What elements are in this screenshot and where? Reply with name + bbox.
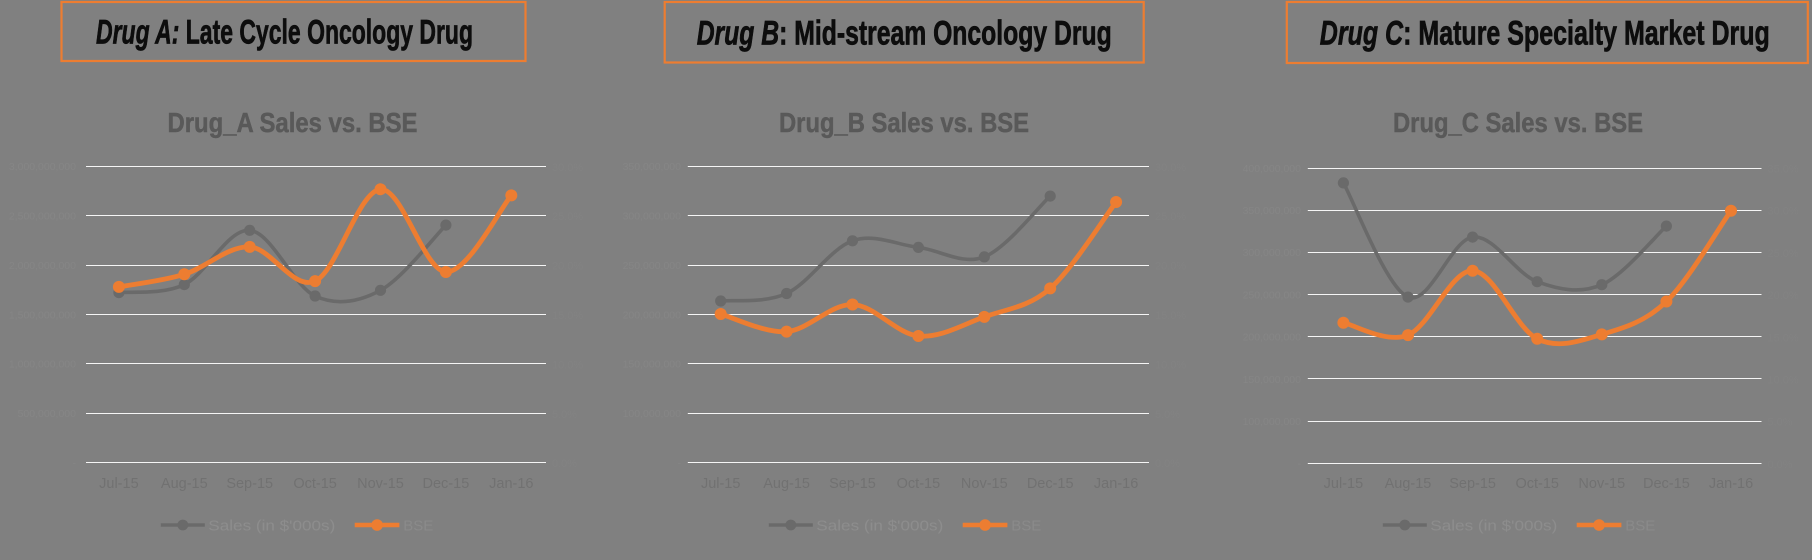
svg-text:Oct-15: Oct-15 [897,476,941,492]
svg-text:300,000,000: 300,000,000 [1243,247,1302,259]
svg-text:25.0%: 25.0% [1155,211,1186,223]
svg-text:-: - [1298,458,1302,470]
svg-text:15.0%: 15.0% [552,310,583,322]
svg-text:BSE: BSE [1011,518,1041,535]
svg-text:15.0%: 15.0% [1768,332,1799,344]
svg-text:10.0%: 10.0% [1155,359,1186,371]
svg-text:Nov-15: Nov-15 [961,476,1008,492]
svg-text:-: - [73,458,77,470]
svg-text:Aug-15: Aug-15 [1385,476,1432,492]
svg-text:35.0%: 35.0% [1768,164,1799,176]
svg-text:250,000,000: 250,000,000 [1243,289,1302,301]
svg-text:2,500,000,000: 2,500,000,000 [9,211,76,223]
svg-text:15.0%: 15.0% [1155,310,1186,322]
svg-text:5.0%: 5.0% [552,409,577,421]
svg-text:3,000,000,000: 3,000,000,000 [9,161,76,173]
svg-text:30.0%: 30.0% [552,162,583,174]
svg-text:500,000,000: 500,000,000 [18,408,77,420]
svg-text:Sales (in $'000s): Sales (in $'000s) [816,518,943,535]
svg-text:BSE: BSE [403,518,433,535]
svg-text:250,000,000: 250,000,000 [623,260,682,272]
svg-text:200,000,000: 200,000,000 [623,309,682,321]
svg-text:200,000,000: 200,000,000 [1243,332,1302,344]
svg-text:Drug_B Sales vs. BSE: Drug_B Sales vs. BSE [779,107,1029,138]
svg-text:Dec-15: Dec-15 [423,476,470,492]
svg-text:30.0%: 30.0% [1768,206,1799,218]
svg-text:150,000,000: 150,000,000 [1243,374,1302,386]
svg-text:20.0%: 20.0% [552,261,583,273]
svg-text:0.0%: 0.0% [1768,459,1793,471]
svg-text:Drug C: Mature Specialty Marke: Drug C: Mature Specialty Market Drug [1320,15,1770,53]
svg-text:Jan-16: Jan-16 [1709,476,1753,492]
svg-text:300,000,000: 300,000,000 [623,211,682,223]
svg-text:Dec-15: Dec-15 [1643,476,1690,492]
svg-text:Drug B: Mid-stream Oncology Dr: Drug B: Mid-stream Oncology Drug [697,14,1112,52]
svg-text:Aug-15: Aug-15 [161,476,208,492]
svg-text:Dec-15: Dec-15 [1027,476,1074,492]
svg-text:2,000,000,000: 2,000,000,000 [9,260,76,272]
svg-text:Jul-15: Jul-15 [99,476,139,492]
svg-text:25.0%: 25.0% [1768,248,1799,260]
svg-text:Jan-16: Jan-16 [1094,476,1138,492]
svg-text:0.0%: 0.0% [1155,458,1180,470]
svg-text:0.0%: 0.0% [552,458,577,470]
svg-text:Drug_A Sales vs. BSE: Drug_A Sales vs. BSE [168,107,418,138]
svg-text:1,500,000,000: 1,500,000,000 [9,309,76,321]
svg-text:25.0%: 25.0% [552,211,583,223]
svg-text:150,000,000: 150,000,000 [623,359,682,371]
svg-text:Oct-15: Oct-15 [293,476,337,492]
svg-text:Aug-15: Aug-15 [763,476,810,492]
svg-text:350,000,000: 350,000,000 [623,161,682,173]
svg-text:Sales (in $'000s): Sales (in $'000s) [1430,518,1557,535]
svg-text:1,000,000,000: 1,000,000,000 [9,359,76,371]
svg-text:Drug_C Sales vs. BSE: Drug_C Sales vs. BSE [1393,107,1643,138]
svg-text:20.0%: 20.0% [1768,290,1799,302]
svg-text:20.0%: 20.0% [1155,261,1186,273]
svg-text:Drug A: Late Cycle Oncology Dr: Drug A: Late Cycle Oncology Drug [96,14,473,52]
svg-text:Jan-16: Jan-16 [489,476,533,492]
svg-text:Nov-15: Nov-15 [357,476,404,492]
svg-text:100,000,000: 100,000,000 [623,408,682,420]
svg-text:Sep-15: Sep-15 [1449,476,1496,492]
svg-text:-: - [678,458,682,470]
svg-text:Sep-15: Sep-15 [829,476,876,492]
svg-text:350,000,000: 350,000,000 [1243,205,1302,217]
svg-text:30.0%: 30.0% [1155,162,1186,174]
svg-text:10.0%: 10.0% [552,359,583,371]
svg-text:Nov-15: Nov-15 [1578,476,1625,492]
svg-text:Jul-15: Jul-15 [1324,476,1364,492]
svg-text:10.0%: 10.0% [1768,375,1799,387]
svg-text:100,000,000: 100,000,000 [1243,416,1302,428]
svg-text:Oct-15: Oct-15 [1515,476,1559,492]
svg-text:400,000,000: 400,000,000 [1243,163,1302,175]
svg-text:Sales (in $'000s): Sales (in $'000s) [208,518,335,535]
svg-text:Sep-15: Sep-15 [226,476,273,492]
svg-text:Jul-15: Jul-15 [701,476,741,492]
svg-text:5.0%: 5.0% [1155,409,1180,421]
svg-text:5.0%: 5.0% [1768,417,1793,429]
svg-text:BSE: BSE [1625,518,1655,535]
